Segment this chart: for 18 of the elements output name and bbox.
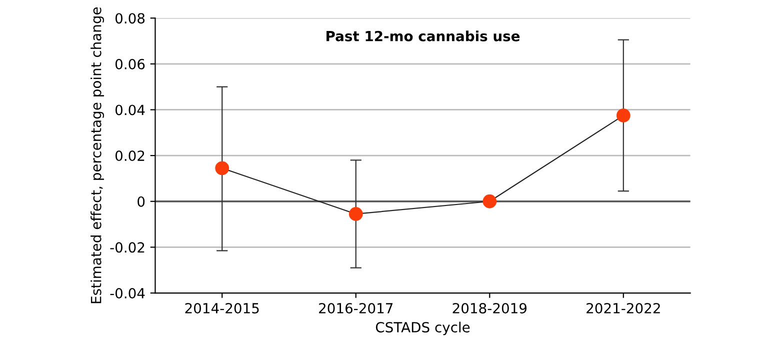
y-tick-label: 0.08 [115, 13, 145, 24]
y-axis-title: Estimated effect, percentage point change [90, 7, 104, 304]
text: Past 12-mo cannabis use [326, 30, 520, 42]
point [215, 161, 230, 176]
y-tick-label: -0.04 [110, 288, 145, 298]
y-tick-label: -0.02 [110, 242, 144, 253]
x-axis-title: CSTADS cycle [376, 322, 470, 336]
y-tick-label: 0.02 [115, 150, 144, 162]
point [616, 108, 630, 122]
y-tick-label: 0.06 [115, 58, 145, 70]
x-tick-label: 2014-2015 [185, 302, 259, 314]
point [348, 207, 363, 221]
x-tick-label: 2016-2017 [319, 302, 393, 314]
y-tick-label: 0.04 [115, 104, 145, 116]
y-tick-label: 0 [138, 196, 145, 207]
x-tick-label: 2018-2019 [452, 302, 527, 314]
x-tick-label: 2021-2022 [586, 302, 660, 314]
point [482, 194, 497, 208]
